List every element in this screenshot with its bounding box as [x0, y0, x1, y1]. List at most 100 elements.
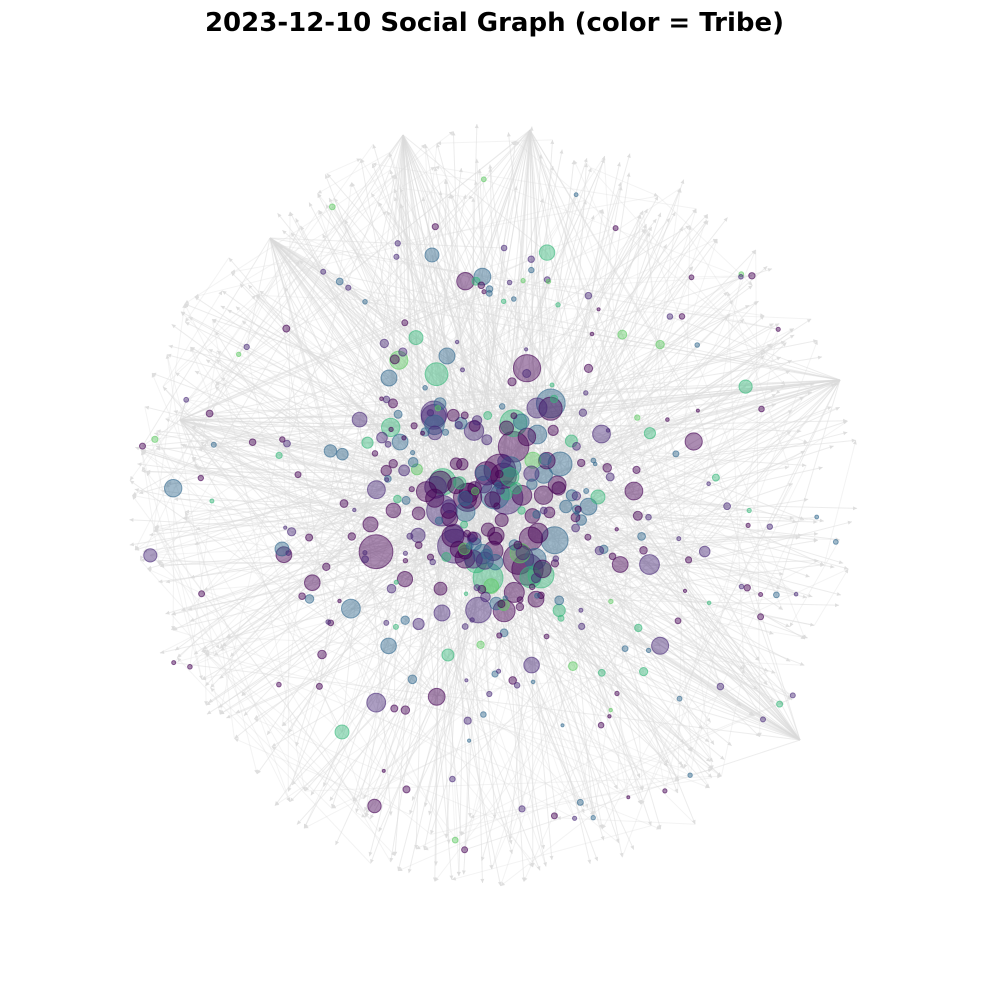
graph-edge: [577, 393, 777, 510]
graph-edge: [134, 225, 302, 551]
graph-edge: [302, 576, 531, 597]
graph-edge: [171, 614, 206, 654]
graph-edge: [679, 379, 841, 699]
edge-arrowhead: [843, 566, 849, 570]
graph-edge: [621, 334, 690, 561]
graph-node: [578, 607, 584, 613]
graph-edge: [409, 550, 494, 815]
edge-arrowhead: [398, 867, 403, 871]
graph-edge: [330, 450, 764, 720]
edge-arrowhead: [657, 212, 662, 218]
graph-edge: [529, 129, 638, 418]
graph-edge: [162, 386, 595, 816]
graph-edge: [134, 468, 418, 551]
graph-edge: [343, 379, 841, 504]
graph-edge: [331, 206, 503, 407]
graph-edge: [196, 238, 718, 469]
edge-arrowhead: [204, 440, 209, 444]
graph-edge: [526, 276, 692, 374]
edge-arrowhead: [430, 167, 435, 171]
graph-edge: [461, 301, 505, 465]
graph-edge: [431, 254, 542, 596]
graph-edge: [509, 476, 801, 741]
graph-edge: [339, 281, 717, 479]
graph-edge: [532, 379, 841, 461]
edge-arrowhead: [462, 194, 467, 199]
edge-arrowhead: [282, 230, 287, 235]
graph-edge: [424, 129, 531, 388]
graph-edge: [448, 505, 794, 696]
edge-arrowhead: [317, 193, 322, 198]
edge-arrowhead: [710, 740, 715, 745]
graph-edge: [288, 552, 487, 555]
graph-edge: [144, 406, 203, 680]
graph-edge: [446, 355, 494, 552]
graph-node: [469, 617, 475, 623]
edge-arrowhead: [808, 593, 813, 598]
edge-arrowhead: [288, 728, 293, 733]
edge-arrowhead: [171, 324, 176, 329]
edge-arrowhead: [835, 407, 840, 411]
edge-arrowhead: [778, 605, 783, 610]
graph-edge: [526, 373, 797, 595]
graph-node: [583, 390, 589, 396]
edge-arrowhead: [760, 313, 765, 318]
edge-arrowhead: [549, 855, 554, 860]
graph-edge: [222, 497, 435, 647]
graph-edge: [503, 475, 523, 809]
graph-edge: [179, 419, 497, 605]
graph-edge: [370, 130, 454, 194]
edge-arrowhead: [754, 301, 759, 305]
graph-node: [358, 534, 394, 570]
edge-arrowhead: [674, 775, 679, 781]
graph-edge: [187, 209, 604, 611]
graph-edge: [523, 323, 774, 882]
graph-node: [384, 440, 392, 448]
graph-edge: [202, 648, 371, 820]
graph-node: [294, 471, 302, 479]
edge-arrowhead: [226, 714, 231, 719]
graph-node: [590, 815, 596, 821]
graph-edge: [374, 453, 483, 590]
graph-node: [475, 551, 494, 570]
graph-node: [576, 798, 584, 806]
graph-edge: [558, 599, 801, 741]
edge-arrowhead: [166, 483, 170, 488]
edge-arrowhead: [167, 353, 172, 358]
edge-arrowhead: [235, 306, 241, 311]
graph-node: [685, 556, 693, 564]
graph-node: [441, 499, 456, 514]
edge-arrowhead: [291, 232, 295, 238]
graph-node: [474, 475, 493, 494]
graph-node: [460, 520, 469, 529]
graph-node: [456, 458, 469, 471]
graph-node: [517, 427, 537, 447]
graph-edge: [480, 379, 841, 646]
edge-arrowhead: [590, 810, 595, 816]
graph-edge: [190, 346, 365, 800]
graph-edge: [746, 587, 801, 741]
edge-arrowhead: [835, 537, 840, 542]
graph-node: [572, 441, 581, 451]
edge-arrowhead: [643, 224, 647, 229]
graph-edge: [387, 134, 404, 445]
graph-edge: [492, 499, 749, 526]
graph-edge: [402, 351, 524, 554]
graph-edge: [342, 442, 368, 455]
edge-arrowhead: [388, 811, 393, 816]
edge-arrowhead: [257, 769, 261, 774]
edge-arrowhead: [685, 225, 690, 230]
graph-edge: [518, 328, 795, 560]
edge-arrowhead: [704, 738, 710, 742]
edge-arrowhead: [282, 722, 287, 726]
graph-edge: [208, 348, 360, 421]
graph-edge: [205, 556, 431, 706]
edge-arrowhead: [654, 196, 659, 201]
edge-arrowhead: [220, 646, 225, 651]
graph-node: [473, 584, 481, 592]
graph-node: [441, 552, 452, 562]
edge-arrowhead: [135, 446, 140, 451]
graph-edge: [481, 519, 582, 862]
graph-edge: [230, 271, 444, 483]
edge-arrowhead: [843, 431, 848, 436]
